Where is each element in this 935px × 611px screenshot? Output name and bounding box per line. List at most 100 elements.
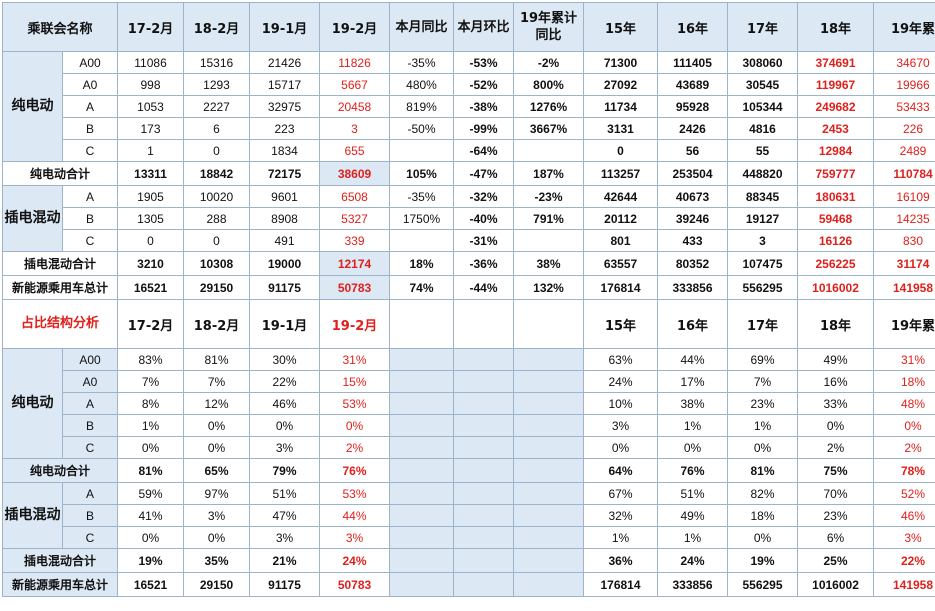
value-cell: 0% bbox=[873, 414, 935, 437]
value-cell: 791% bbox=[513, 207, 585, 230]
structure-title: 占比结构分析 bbox=[1, 299, 119, 349]
value-cell: -50% bbox=[389, 117, 455, 140]
value-cell: 1276% bbox=[513, 95, 585, 118]
value-cell: 1293 bbox=[183, 73, 251, 96]
value-cell: 83% bbox=[117, 348, 185, 371]
value-cell: 55 bbox=[727, 139, 799, 162]
table-row: C 0% 0% 3% 3% 1% 1% 0% 6% 3% bbox=[3, 526, 935, 549]
value-cell: 19966 bbox=[873, 73, 935, 96]
value-cell: 47% bbox=[249, 504, 321, 527]
value-cell: 0% bbox=[727, 526, 799, 549]
category-label: B bbox=[61, 414, 119, 437]
value-cell: 65% bbox=[183, 458, 251, 483]
value-cell: 2% bbox=[797, 436, 875, 459]
value-cell: 0% bbox=[183, 414, 251, 437]
value-cell: 10308 bbox=[183, 251, 251, 276]
value-cell: 11086 bbox=[117, 51, 185, 74]
value-cell: 16126 bbox=[797, 229, 875, 252]
category-label: A0 bbox=[61, 370, 119, 393]
empty-cell bbox=[513, 458, 585, 483]
value-cell bbox=[389, 229, 455, 252]
value-cell: 81% bbox=[183, 348, 251, 371]
value-cell: 2426 bbox=[657, 117, 729, 140]
empty-cell bbox=[513, 370, 585, 393]
value-cell: 38% bbox=[513, 251, 585, 276]
total-label: 纯电动合计 bbox=[1, 458, 119, 483]
value-cell: 3667% bbox=[513, 117, 585, 140]
category-label: A00 bbox=[61, 348, 119, 371]
column-header: 17-2月 bbox=[117, 2, 185, 52]
value-cell: 0% bbox=[319, 414, 391, 437]
total-label: 插电混动合计 bbox=[1, 548, 119, 573]
value-cell: -35% bbox=[389, 185, 455, 208]
value-cell: -44% bbox=[453, 275, 515, 300]
value-cell: 19% bbox=[117, 548, 185, 573]
value-cell: 51% bbox=[657, 482, 729, 505]
empty-cell bbox=[453, 526, 515, 549]
value-cell: 0% bbox=[117, 436, 185, 459]
value-cell: 24% bbox=[657, 548, 729, 573]
value-cell: 15717 bbox=[249, 73, 321, 96]
value-cell: 110784 bbox=[873, 161, 935, 186]
value-cell: 16521 bbox=[117, 275, 185, 300]
value-cell: 3% bbox=[249, 526, 321, 549]
value-cell: 81% bbox=[117, 458, 185, 483]
value-cell: 655 bbox=[319, 139, 391, 162]
empty-cell bbox=[389, 572, 455, 597]
value-cell: 3% bbox=[249, 436, 321, 459]
table-row: B 173 6 223 3 -50% -99% 3667% 3131 2426 4816 2453 22… bbox=[3, 117, 935, 140]
value-cell: 226 bbox=[873, 117, 935, 140]
value-cell: 15316 bbox=[183, 51, 251, 74]
empty-cell bbox=[513, 482, 585, 505]
value-cell: 13311 bbox=[117, 161, 185, 186]
category-label: A bbox=[61, 482, 119, 505]
total-row: 纯电动合计 81% 65% 79% 76% 64% 76% 81% 75% 78% bbox=[1, 458, 935, 483]
value-cell: 16109 bbox=[873, 185, 935, 208]
value-cell bbox=[513, 139, 585, 162]
column-header: 15年 bbox=[583, 2, 659, 52]
value-cell: 29150 bbox=[183, 572, 251, 597]
empty-cell bbox=[453, 482, 515, 505]
value-cell: 18% bbox=[389, 251, 455, 276]
value-cell: 374691 bbox=[797, 51, 875, 74]
value-cell: 173 bbox=[117, 117, 185, 140]
value-cell: 7% bbox=[117, 370, 185, 393]
empty-cell bbox=[513, 572, 585, 597]
value-cell: 0 bbox=[183, 229, 251, 252]
value-cell: 3 bbox=[319, 117, 391, 140]
value-cell: 39246 bbox=[657, 207, 729, 230]
value-cell: 82% bbox=[727, 482, 799, 505]
value-cell: 53% bbox=[319, 482, 391, 505]
category-label: C bbox=[61, 139, 119, 162]
column-header: 17-2月 bbox=[117, 299, 185, 349]
value-cell: 27092 bbox=[583, 73, 659, 96]
empty-cell bbox=[389, 548, 455, 573]
empty-cell bbox=[453, 348, 515, 371]
value-cell: 5327 bbox=[319, 207, 391, 230]
column-header: 18年 bbox=[797, 2, 875, 52]
value-cell: 38609 bbox=[319, 161, 391, 186]
value-cell: 0 bbox=[183, 139, 251, 162]
value-cell: -2% bbox=[513, 51, 585, 74]
value-cell: 819% bbox=[389, 95, 455, 118]
value-cell: 63% bbox=[583, 348, 659, 371]
value-cell: 1905 bbox=[117, 185, 185, 208]
value-cell: 256225 bbox=[797, 251, 875, 276]
empty-cell bbox=[513, 548, 585, 573]
value-cell: -52% bbox=[453, 73, 515, 96]
table-row: A 8% 12% 46% 53% 10% 38% 23% 33% 48% bbox=[3, 392, 935, 415]
empty-cell bbox=[453, 504, 515, 527]
total-row: 插电混动合计 19% 35% 21% 24% 36% 24% 19% 25% 22% bbox=[1, 548, 935, 573]
column-header: 15年 bbox=[583, 299, 659, 349]
value-cell: 18% bbox=[727, 504, 799, 527]
category-label: A bbox=[61, 95, 119, 118]
value-cell: 141958 bbox=[873, 572, 935, 597]
category-label: C bbox=[61, 526, 119, 549]
value-cell: 32% bbox=[583, 504, 659, 527]
column-header: 19年累 bbox=[873, 2, 935, 52]
value-cell: 52% bbox=[873, 482, 935, 505]
column-header: 17年 bbox=[727, 299, 799, 349]
value-cell: 3 bbox=[727, 229, 799, 252]
value-cell: 333856 bbox=[657, 572, 729, 597]
value-cell: 46% bbox=[249, 392, 321, 415]
